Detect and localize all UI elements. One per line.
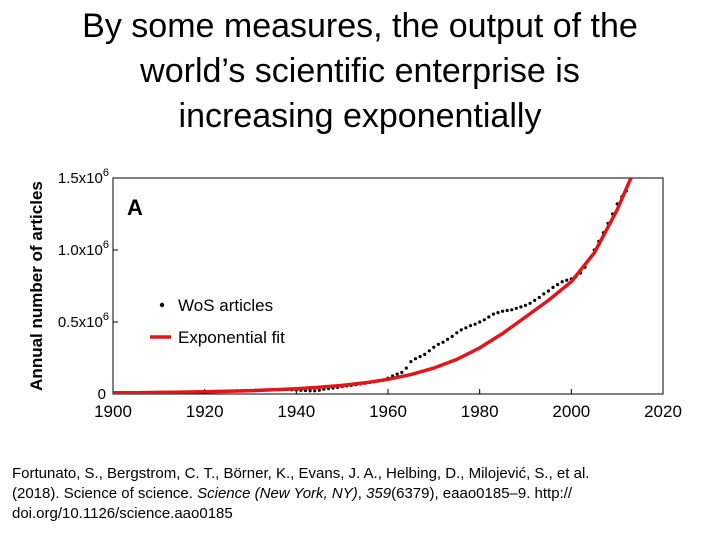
x-tick-label: 1920	[186, 402, 224, 421]
wos-data-point	[473, 322, 477, 326]
wos-data-point	[537, 295, 541, 300]
wos-data-point	[400, 370, 404, 374]
series-exponential-fit-line	[113, 178, 633, 394]
x-tick-label: 2000	[552, 402, 590, 421]
wos-data-point	[491, 312, 495, 316]
x-tick-label: 1960	[369, 402, 407, 421]
wos-data-point	[413, 357, 418, 361]
wos-data-point	[514, 306, 518, 310]
wos-data-point	[478, 320, 482, 324]
y-tick-label: 1.0x106	[58, 239, 109, 259]
panel-label: A	[127, 195, 143, 220]
wos-data-point	[519, 305, 523, 309]
wos-data-point	[409, 360, 413, 364]
citation-sep: ,	[357, 485, 367, 502]
title-line-1: By some measures, the output of the	[82, 7, 638, 45]
wos-data-point	[501, 309, 505, 313]
wos-data-point	[313, 389, 317, 393]
plot-area	[113, 178, 633, 394]
wos-data-point	[464, 326, 468, 330]
citation-volume: 359	[366, 485, 392, 502]
wos-data-point	[533, 298, 537, 302]
legend-label: WoS articles	[178, 296, 273, 315]
wos-data-point	[482, 318, 486, 322]
wos-data-point	[551, 285, 555, 289]
wos-data-point	[560, 280, 564, 284]
wos-data-point	[423, 352, 427, 356]
y-tick-label: 0.5x106	[58, 311, 109, 331]
y-tick-label: 0	[98, 386, 106, 403]
wos-data-point	[436, 342, 440, 346]
legend-marker-wos	[159, 302, 165, 308]
wos-data-point	[459, 328, 463, 332]
x-tick-label: 1980	[461, 402, 499, 421]
citation-line-1: Fortunato, S., Bergstrom, C. T., Börner,…	[12, 465, 590, 482]
x-tick-label: 1940	[277, 402, 315, 421]
citation-line-3: doi.org/10.1126/science.aao0185	[12, 505, 233, 522]
citation: Fortunato, S., Bergstrom, C. T., Börner,…	[12, 464, 712, 524]
citation-line-2: (2018). Science of science. Science (New…	[12, 484, 712, 504]
wos-data-point	[528, 301, 532, 305]
plot-frame	[112, 177, 664, 395]
wos-data-point	[404, 366, 408, 370]
wos-data-point	[556, 283, 560, 287]
citation-journal: Science (New York, NY)	[197, 485, 358, 502]
wos-data-point	[546, 289, 551, 293]
wos-data-point	[317, 388, 321, 392]
wos-data-point	[487, 315, 491, 319]
wos-data-point	[510, 308, 514, 312]
wos-data-point	[395, 372, 399, 376]
wos-data-point	[496, 311, 500, 315]
y-tick-label: 1.5x106	[58, 167, 109, 187]
wos-data-point	[565, 278, 569, 282]
citation-authors-year: (2018). Science of science.	[12, 485, 198, 502]
legend-label: Exponential fit	[178, 328, 285, 347]
wos-data-point	[427, 349, 431, 353]
wos-data-point	[418, 355, 422, 359]
wos-data-point	[455, 331, 459, 335]
wos-data-point	[505, 308, 509, 313]
x-tick-label: 1900	[94, 402, 132, 421]
wos-data-point	[450, 334, 454, 338]
wos-data-point	[468, 324, 473, 328]
wos-data-point	[446, 337, 450, 341]
citation-pages-url: (6379), eaao0185–9. http://	[391, 485, 573, 502]
wos-data-point	[441, 340, 445, 344]
title-line-2: world’s scientific enterprise is	[140, 52, 580, 90]
wos-data-point	[432, 345, 436, 349]
x-tick-label: 2020	[644, 402, 682, 421]
wos-data-point	[542, 292, 546, 296]
title-line-3: increasing exponentially	[178, 97, 542, 135]
slide-title: By some measures, the output of the worl…	[0, 4, 720, 139]
wos-data-point	[523, 303, 528, 307]
wos-data-point	[308, 389, 312, 393]
legend: WoS articles Exponential fit	[150, 296, 285, 347]
articles-chart: 1900 1920 1940 1960 1980 2000 2020 0 0.5x106 1.0x…	[27, 167, 682, 421]
y-axis-label: Annual number of articles	[27, 181, 46, 391]
